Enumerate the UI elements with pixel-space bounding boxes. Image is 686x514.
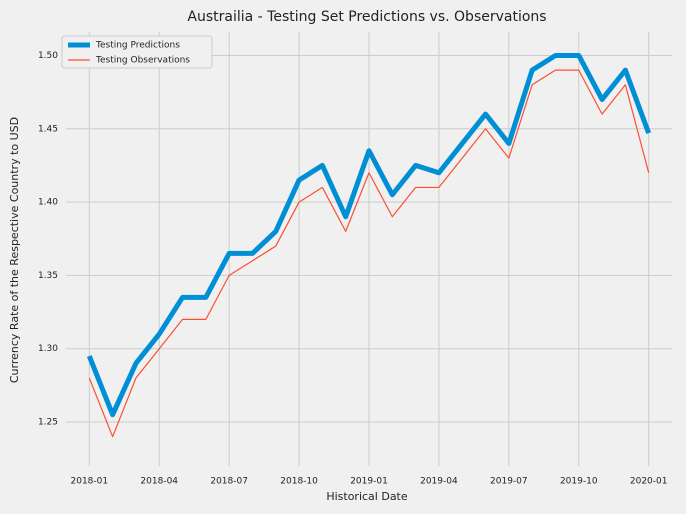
y-tick-label: 1.40 [38, 198, 58, 208]
x-tick-label: 2020-01 [630, 477, 668, 487]
y-tick-label: 1.30 [38, 344, 58, 354]
legend-label: Testing Predictions [95, 41, 180, 51]
y-tick-label: 1.25 [38, 418, 58, 428]
x-tick-label: 2018-10 [280, 477, 318, 487]
x-tick-label: 2019-01 [350, 477, 388, 487]
x-tick-label: 2019-04 [420, 477, 458, 487]
legend-label: Testing Observations [95, 56, 190, 66]
x-tick-label: 2019-07 [490, 477, 528, 487]
y-tick-label: 1.50 [38, 51, 58, 61]
x-tick-label: 2018-01 [71, 477, 109, 487]
series-line [88, 69, 650, 438]
y-axis-label: Currency Rate of the Respective Country … [8, 117, 21, 383]
y-tick-label: 1.35 [38, 271, 58, 281]
x-tick-label: 2018-04 [140, 477, 178, 487]
x-axis-label: Historical Date [326, 490, 408, 503]
x-tick-label: 2018-07 [210, 477, 248, 487]
y-tick-label: 1.45 [38, 124, 58, 134]
x-tick-label: 2019-10 [560, 477, 598, 487]
series-line [86, 52, 652, 418]
chart-title: Austrailia - Testing Set Predictions vs.… [187, 9, 546, 25]
legend-box [61, 35, 213, 69]
